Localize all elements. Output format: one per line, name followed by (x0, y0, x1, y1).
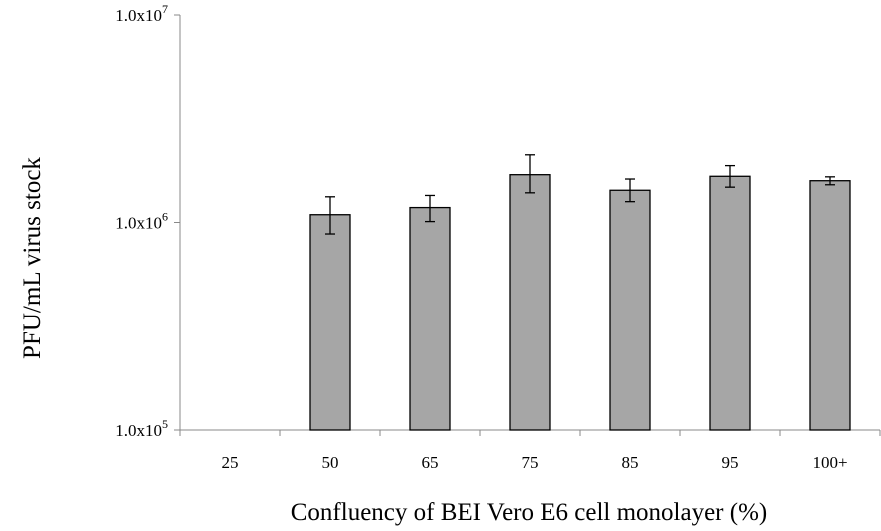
x-tick-label: 50 (322, 453, 339, 472)
x-tick-label: 100+ (812, 453, 847, 472)
bar (809, 180, 851, 431)
bar (409, 206, 451, 431)
x-tick-label: 25 (222, 453, 239, 472)
y-tick-label: 1.0x107 (115, 2, 168, 25)
x-axis-title: Confluency of BEI Vero E6 cell monolayer… (291, 499, 767, 526)
x-tick-labels: 25 50 65 75 85 95 100+ (222, 453, 848, 472)
bar (709, 175, 751, 431)
y-tick-label: 1.0x106 (115, 210, 168, 233)
x-tick-label: 65 (422, 453, 439, 472)
error-bars (325, 154, 835, 235)
x-tick-label: 95 (722, 453, 739, 472)
bar (309, 214, 351, 431)
x-tick-label: 75 (522, 453, 539, 472)
x-tick-label: 85 (622, 453, 639, 472)
bars (309, 174, 851, 431)
bar (509, 174, 551, 431)
y-axis-title: PFU/mL virus stock (19, 157, 46, 359)
y-tick-labels: 1.0x105 1.0x106 1.0x107 (115, 2, 168, 440)
y-tick-label: 1.0x105 (115, 417, 168, 440)
bar (609, 189, 651, 431)
